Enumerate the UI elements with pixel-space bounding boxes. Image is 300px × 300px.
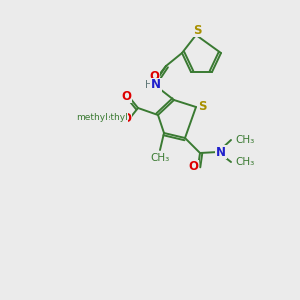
- Text: O: O: [121, 112, 131, 124]
- Text: methyl: methyl: [96, 113, 128, 122]
- Text: O: O: [149, 70, 159, 83]
- Text: methyl: methyl: [76, 113, 108, 122]
- Text: CH₃: CH₃: [235, 135, 254, 145]
- Text: N: N: [151, 79, 161, 92]
- Text: N: N: [216, 146, 226, 158]
- Text: S: S: [193, 23, 201, 37]
- Text: CH₃: CH₃: [235, 157, 254, 167]
- Text: O: O: [188, 160, 198, 173]
- Text: CH₃: CH₃: [150, 153, 170, 163]
- Text: O: O: [121, 89, 131, 103]
- Text: H: H: [145, 80, 153, 90]
- Text: S: S: [198, 100, 206, 113]
